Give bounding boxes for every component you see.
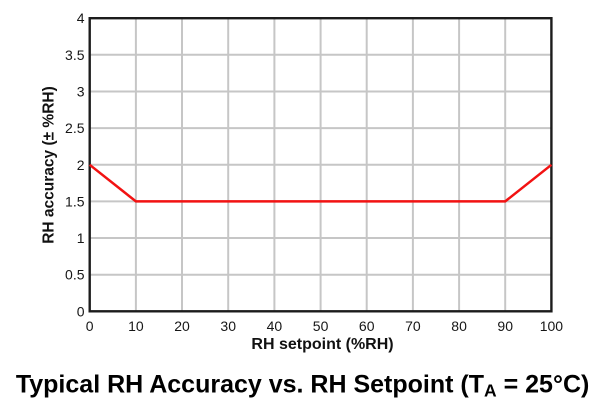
svg-text:30: 30 [220, 318, 236, 334]
svg-text:1.5: 1.5 [65, 193, 85, 209]
svg-text:2.5: 2.5 [65, 120, 85, 136]
svg-text:0.5: 0.5 [65, 267, 85, 283]
svg-text:90: 90 [497, 318, 513, 334]
svg-text:80: 80 [451, 318, 467, 334]
svg-text:2: 2 [77, 157, 85, 173]
svg-text:0: 0 [77, 303, 85, 319]
svg-text:50: 50 [313, 318, 329, 334]
svg-text:60: 60 [359, 318, 375, 334]
svg-text:0: 0 [86, 318, 94, 334]
svg-text:20: 20 [174, 318, 190, 334]
svg-text:4: 4 [77, 10, 85, 26]
svg-text:Typical RH Accuracy vs. RH Set: Typical RH Accuracy vs. RH Setpoint (TA … [16, 371, 589, 401]
svg-text:100: 100 [540, 318, 564, 334]
svg-text:3: 3 [77, 84, 85, 100]
svg-text:RH setpoint (%RH): RH setpoint (%RH) [251, 336, 393, 353]
svg-text:40: 40 [267, 318, 283, 334]
svg-text:1: 1 [77, 230, 85, 246]
svg-text:10: 10 [128, 318, 144, 334]
svg-text:70: 70 [405, 318, 421, 334]
svg-text:RH accuracy (± %RH): RH accuracy (± %RH) [40, 86, 57, 244]
svg-text:3.5: 3.5 [65, 47, 85, 63]
